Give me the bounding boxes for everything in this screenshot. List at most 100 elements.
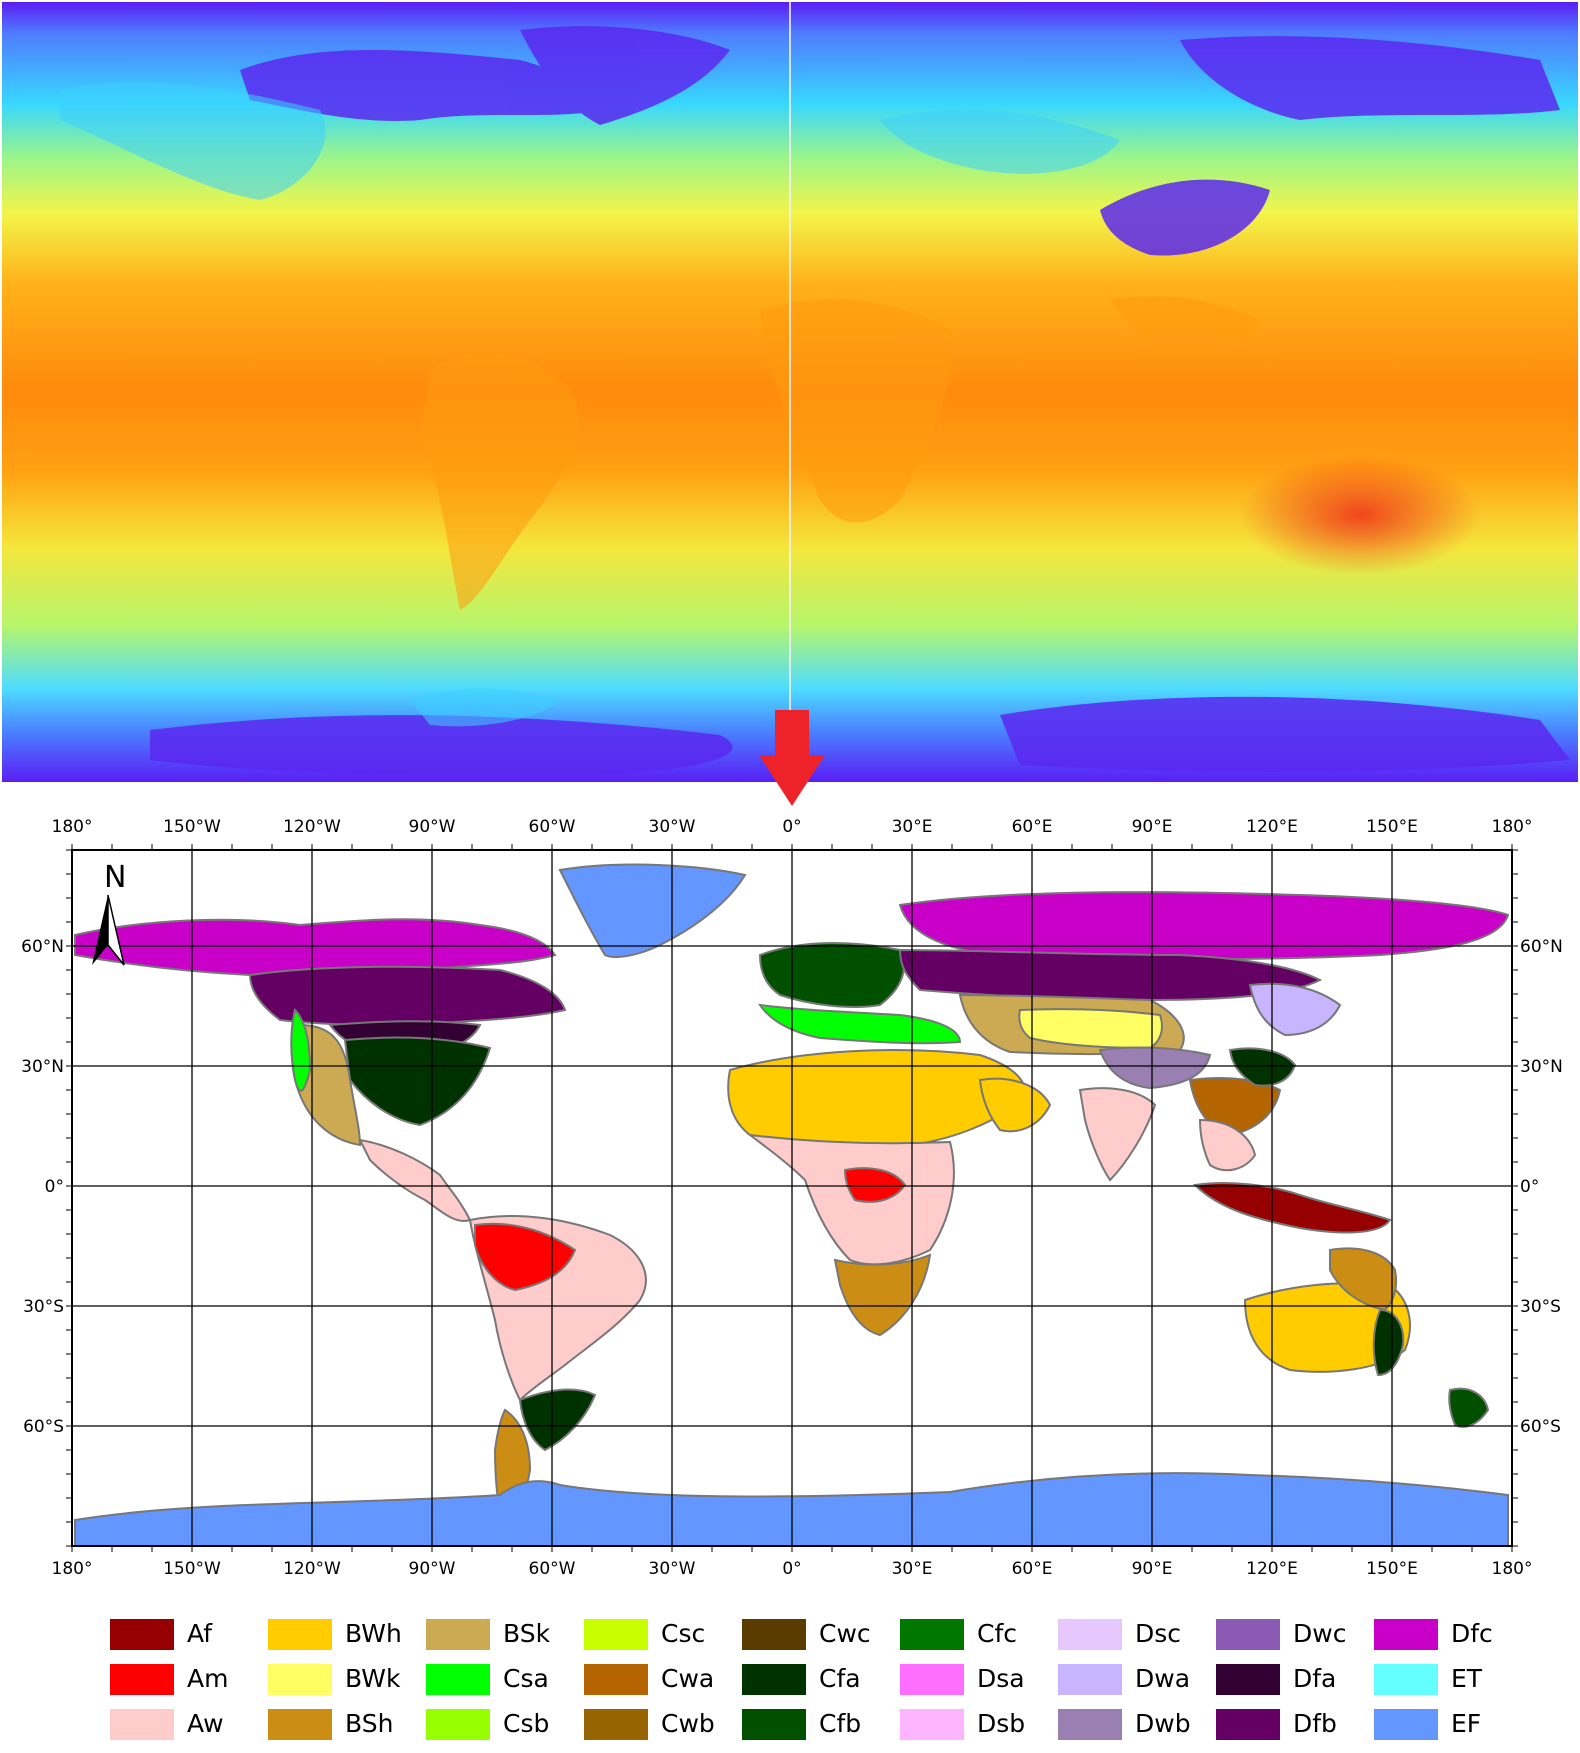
legend-label: BSk xyxy=(503,1619,551,1648)
climate-legend: Af Am Aw BWh BWk BSh BSk Csa Csb Csc Cwa Cwb Cwc Cfa C… xyxy=(110,1614,1560,1749)
legend-swatch xyxy=(1374,1619,1438,1650)
lon-label: 120°E xyxy=(1246,1559,1298,1579)
legend-swatch xyxy=(1058,1619,1122,1650)
lon-label: 120°W xyxy=(283,1559,341,1579)
legend-item-cfb: Cfb xyxy=(742,1704,902,1740)
lat-label: 60°N xyxy=(1520,937,1563,957)
lon-label: 60°W xyxy=(529,1559,576,1579)
koppen-climate-map: 180° 150°W 120°W 90°W 60°W 30°W 0° 30°E 60°E 90°E… xyxy=(21,817,1563,1579)
legend-swatch xyxy=(742,1619,806,1650)
region-north-america-dfc xyxy=(74,918,557,977)
lat-label: 0° xyxy=(45,1177,64,1197)
lon-label: 180° xyxy=(52,817,93,837)
lon-label: 30°E xyxy=(892,1559,933,1579)
legend-label: Csb xyxy=(503,1709,550,1738)
region-southern-cone-cfa xyxy=(518,1388,597,1452)
legend-item-dsc: Dsc xyxy=(1058,1614,1218,1650)
region-africa-aw xyxy=(746,1133,955,1266)
legend-item-csb: Csb xyxy=(426,1704,586,1740)
legend-label: Dwa xyxy=(1135,1664,1191,1693)
australia-hot-spot xyxy=(1240,455,1480,575)
legend-swatch xyxy=(900,1619,964,1650)
lat-label: 30°N xyxy=(21,1057,64,1077)
lon-label: 180° xyxy=(52,1559,93,1579)
legend-item-cwa: Cwa xyxy=(584,1659,744,1695)
lon-label: 30°W xyxy=(649,817,696,837)
region-north-america-dfb xyxy=(248,965,567,1027)
lon-label: 0° xyxy=(782,1559,801,1579)
lon-label: 60°E xyxy=(1012,1559,1053,1579)
legend-swatch xyxy=(584,1664,648,1695)
north-label: N xyxy=(104,860,126,895)
region-southern-africa-bsh xyxy=(833,1253,932,1337)
legend-item-aw: Aw xyxy=(110,1704,270,1740)
legend-label: Dfc xyxy=(1451,1619,1493,1648)
legend-swatch xyxy=(900,1709,964,1740)
lon-label: 150°W xyxy=(163,1559,221,1579)
legend-label: Dsc xyxy=(1135,1619,1182,1648)
legend-item-et: ET xyxy=(1374,1659,1534,1695)
legend-item-dsb: Dsb xyxy=(900,1704,1060,1740)
lat-label: 30°S xyxy=(23,1297,64,1317)
lat-label: 60°S xyxy=(23,1417,64,1437)
legend-label: Dfb xyxy=(1293,1709,1337,1738)
legend-label: BSh xyxy=(345,1709,394,1738)
lon-label: 120°E xyxy=(1246,817,1298,837)
lat-label: 60°N xyxy=(21,937,64,957)
meridian-arrow-icon xyxy=(759,710,825,806)
region-central-america xyxy=(358,1138,472,1222)
longitude-labels-top: 180° 150°W 120°W 90°W 60°W 30°W 0° 30°E 60°E 90°E… xyxy=(52,817,1533,837)
temperature-map xyxy=(2,2,1578,782)
legend-label: Csc xyxy=(661,1619,706,1648)
lon-label: 180° xyxy=(1492,1559,1533,1579)
legend-item-csc: Csc xyxy=(584,1614,744,1650)
lat-label: 0° xyxy=(1520,1177,1539,1197)
legend-item-ef: EF xyxy=(1374,1704,1534,1740)
lon-label: 90°W xyxy=(409,1559,456,1579)
legend-item-bwh: BWh xyxy=(268,1614,428,1650)
cool-regions xyxy=(60,81,1120,727)
lon-label: 180° xyxy=(1492,817,1533,837)
graticule-grid xyxy=(66,844,1518,1552)
legend-label: BWk xyxy=(345,1664,401,1693)
region-india-aw xyxy=(1078,1087,1157,1182)
legend-item-af: Af xyxy=(110,1614,270,1650)
legend-label: Csa xyxy=(503,1664,549,1693)
legend-label: Cwa xyxy=(661,1664,715,1693)
region-sahara-bwh xyxy=(727,1049,1027,1148)
latitude-labels-left: 60°N 30°N 0° 30°S 60°S xyxy=(21,937,64,1437)
region-australia-bsh xyxy=(1329,1247,1398,1312)
legend-label: Cwc xyxy=(819,1619,871,1648)
cold-regions xyxy=(150,26,1570,776)
legend-item-dfb: Dfb xyxy=(1216,1704,1376,1740)
legend-item-dfc: Dfc xyxy=(1374,1614,1534,1650)
legend-label: EF xyxy=(1451,1709,1482,1738)
lon-label: 150°E xyxy=(1366,817,1418,837)
region-amazon-af xyxy=(474,1222,577,1292)
legend-swatch xyxy=(1216,1664,1280,1695)
latitude-labels-right: 60°N 30°N 0° 30°S 60°S xyxy=(1520,937,1563,1437)
region-west-coast-csa xyxy=(290,1008,312,1092)
lon-label: 90°W xyxy=(409,817,456,837)
legend-item-cfc: Cfc xyxy=(900,1614,1060,1650)
lon-label: 0° xyxy=(782,817,801,837)
legend-swatch xyxy=(110,1709,174,1740)
legend-label: Cfb xyxy=(819,1709,862,1738)
lon-label: 150°W xyxy=(163,817,221,837)
legend-item-cfa: Cfa xyxy=(742,1659,902,1695)
legend-swatch xyxy=(1374,1709,1438,1740)
legend-swatch xyxy=(584,1709,648,1740)
lat-label: 30°N xyxy=(1520,1057,1563,1077)
lat-label: 60°S xyxy=(1520,1417,1561,1437)
legend-label: Am xyxy=(187,1664,229,1693)
legend-item-dwa: Dwa xyxy=(1058,1659,1218,1695)
legend-swatch xyxy=(110,1619,174,1650)
lon-label: 30°E xyxy=(892,817,933,837)
legend-item-am: Am xyxy=(110,1659,270,1695)
longitude-labels-bottom: 180° 150°W 120°W 90°W 60°W 30°W 0° 30°E 60°E 90°E… xyxy=(52,1559,1533,1579)
legend-swatch xyxy=(268,1664,332,1695)
legend-swatch xyxy=(742,1664,806,1695)
legend-item-dfa: Dfa xyxy=(1216,1659,1376,1695)
region-usa-cfa xyxy=(343,1036,492,1127)
legend-label: BWh xyxy=(345,1619,402,1648)
